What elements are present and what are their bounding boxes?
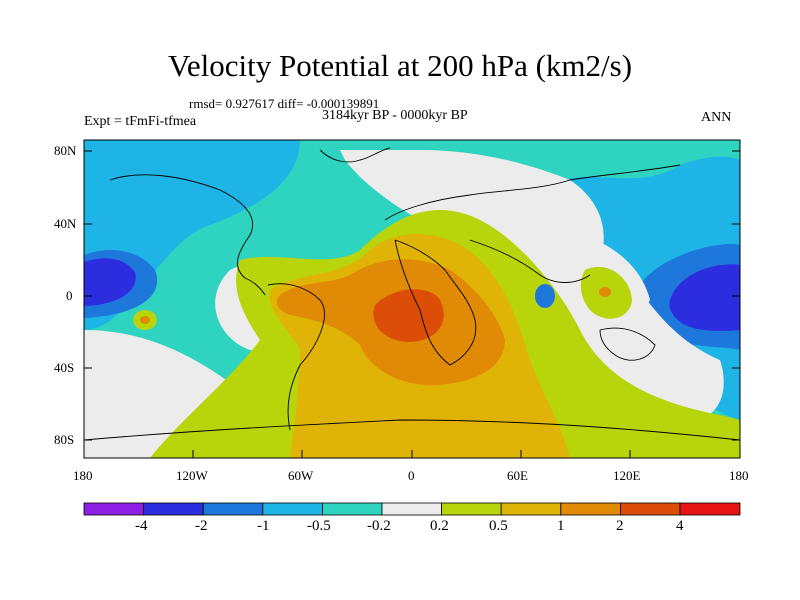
colorbar-label-6: 0.5 (489, 518, 508, 534)
colorbar-box-0 (83, 502, 144, 516)
lon-label-60w: 60W (288, 468, 314, 483)
colorbar-box-6 (441, 502, 502, 516)
field-minus-2-east (669, 264, 740, 331)
stats-text: rmsd= 0.927617 diff= -0.000139891 (189, 96, 380, 111)
colorbar-label-5: 0.2 (430, 518, 449, 534)
colorbar-box-3 (262, 502, 323, 516)
colorbar-label-3: -0.5 (307, 518, 331, 534)
lat-label-0: 0 (66, 288, 73, 303)
coast-greenland (319, 147, 391, 163)
period-text: 3184kyr BP - 0000kyr BP (322, 108, 468, 123)
field-spot-pacific-core (140, 316, 150, 324)
colorbar-box-5 (381, 502, 442, 516)
field-plus-2 (373, 289, 444, 342)
colorbar-box-4 (321, 502, 383, 516)
lat-label-80n: 80N (54, 143, 77, 158)
lon-label-120e: 120E (613, 468, 641, 483)
colorbar (83, 502, 741, 516)
coast-africa (394, 239, 477, 366)
contour-field (84, 140, 740, 458)
lon-ticks (83, 450, 741, 458)
lon-label-120w: 120W (176, 468, 208, 483)
colorbar-box-7 (500, 502, 562, 516)
lat-label-40n: 40N (54, 216, 77, 231)
season-text: ANN (701, 110, 732, 125)
coast-eurasia-north (384, 164, 681, 221)
field-spot-indian (535, 284, 555, 308)
coast-south-america (267, 283, 325, 431)
colorbar-label-9: 4 (676, 518, 684, 534)
lat-label-80s: 80S (54, 432, 75, 447)
field-minus-2-west (84, 258, 136, 306)
colorbar-label-8: 2 (616, 518, 624, 534)
lon-label-0: 0 (408, 468, 415, 483)
colorbar-box-8 (560, 502, 621, 516)
coast-south-asia (469, 239, 591, 283)
lon-label-60e: 60E (507, 468, 528, 483)
colorbar-label-2: -1 (257, 518, 270, 534)
lon-label-180w: 180 (73, 468, 93, 483)
colorbar-box-9 (620, 502, 681, 516)
colorbar-label-1: -2 (195, 518, 208, 534)
lat-ticks (84, 150, 740, 441)
map-title: Velocity Potential at 200 hPa (km2/s) (167, 48, 633, 83)
colorbar-box-10 (679, 502, 741, 516)
colorbar-label-4: -0.2 (367, 518, 391, 534)
experiment-text: Expt = tFmFi-tfmea (84, 114, 197, 129)
coast-antarctica (84, 419, 740, 441)
colorbar-box-2 (202, 502, 264, 516)
field-spot-maritime (599, 287, 611, 297)
coastlines (84, 147, 740, 441)
lat-label-40s: 40S (54, 360, 75, 375)
lon-label-180e: 180 (729, 468, 749, 483)
colorbar-box-1 (143, 502, 204, 516)
coast-north-america (109, 174, 266, 296)
colorbar-label-7: 1 (557, 518, 565, 534)
coast-australia (599, 327, 656, 361)
colorbar-label-0: -4 (135, 518, 148, 534)
